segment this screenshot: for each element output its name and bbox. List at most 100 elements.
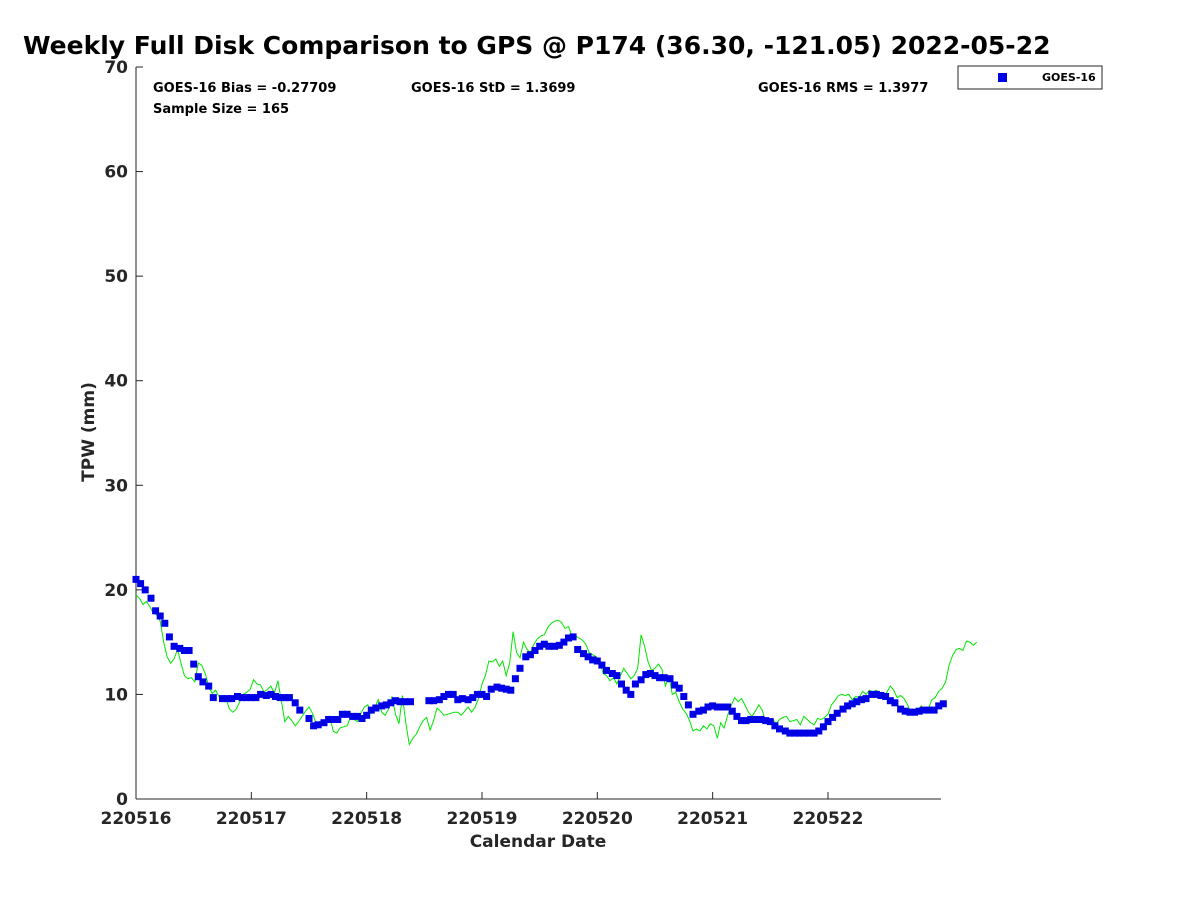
- goes16-point: [839, 705, 847, 713]
- goes16-point: [915, 707, 923, 715]
- goes16-point: [738, 717, 745, 725]
- goes16-point: [580, 650, 587, 658]
- goes16-point: [939, 700, 947, 708]
- x-tick-label: 220516: [101, 809, 172, 829]
- goes16-point: [642, 671, 650, 679]
- goes16-point: [671, 681, 679, 689]
- goes16-point: [742, 717, 750, 725]
- goes16-point: [791, 729, 798, 737]
- goes16-point: [305, 715, 313, 722]
- goes16-point: [565, 634, 572, 642]
- std-stat: GOES-16 StD = 1.3699: [411, 81, 575, 96]
- goes16-point: [886, 697, 894, 705]
- goes16-point: [161, 619, 169, 627]
- goes16-point: [262, 692, 270, 699]
- goes16-point: [276, 694, 284, 702]
- goes16-point: [243, 694, 251, 702]
- goes16-point: [464, 696, 472, 704]
- goes16-point: [771, 722, 779, 730]
- legend-marker-goes16: [998, 73, 1007, 82]
- goes16-point: [646, 670, 654, 677]
- y-tick-label: 10: [104, 685, 128, 705]
- goes16-point: [458, 695, 466, 703]
- goes16-point: [325, 716, 333, 723]
- goes16-point: [334, 716, 342, 723]
- goes16-point: [363, 711, 371, 719]
- goes16-point: [757, 716, 765, 723]
- goes16-point: [560, 638, 568, 646]
- x-tick-label: 220521: [677, 809, 748, 829]
- goes16-point: [545, 642, 553, 650]
- goes16-point: [593, 657, 601, 665]
- goes16-point: [247, 694, 255, 702]
- goes16-point: [684, 701, 692, 709]
- goes16-point: [804, 729, 812, 737]
- goes16-point: [219, 695, 226, 703]
- goes16-point: [704, 703, 712, 711]
- goes16-point: [507, 686, 515, 694]
- goes16-point: [498, 684, 506, 692]
- sample-size-stat: Sample Size = 165: [153, 102, 289, 117]
- goes16-point: [584, 653, 592, 661]
- goes16-point: [378, 702, 386, 710]
- goes16-point: [618, 680, 625, 688]
- goes16-point: [281, 694, 289, 702]
- goes16-point: [551, 642, 559, 650]
- x-axis-ticks: 220516 220517 220518 220519 220520 220521 2205…: [101, 792, 863, 829]
- goes16-point: [349, 712, 357, 720]
- goes16-point: [238, 694, 246, 702]
- goes16-point: [926, 706, 933, 714]
- goes16-point: [603, 666, 610, 674]
- goes16-point: [435, 696, 443, 704]
- y-tick-label: 20: [104, 581, 128, 601]
- goes16-point: [430, 697, 438, 705]
- goes16-point: [502, 685, 510, 693]
- legend: GOES-16: [957, 65, 1103, 90]
- goes16-point: [425, 697, 433, 705]
- goes16-point: [396, 698, 404, 706]
- goes16-point: [296, 706, 304, 714]
- x-axis-label: Calendar Date: [470, 832, 607, 852]
- goes16-point: [147, 594, 155, 602]
- goes16-point: [314, 721, 322, 729]
- goes16-point: [469, 694, 477, 702]
- goes16-point: [152, 607, 160, 615]
- legend-box: [957, 65, 1103, 90]
- goes16-point: [810, 729, 818, 737]
- goes16-point: [343, 710, 351, 718]
- goes16-point: [733, 712, 741, 720]
- goes16-point: [848, 700, 856, 708]
- goes16-point: [800, 729, 808, 737]
- goes16-point: [338, 710, 346, 718]
- goes16-point: [891, 699, 899, 707]
- goes16-point: [608, 670, 616, 677]
- y-tick-label: 40: [104, 372, 128, 392]
- goes16-point: [526, 651, 534, 659]
- goes16-point: [540, 640, 548, 648]
- x-tick-label: 220520: [562, 809, 633, 829]
- goes16-point: [695, 707, 703, 715]
- goes16-point: [651, 672, 659, 680]
- goes16-point: [680, 693, 688, 700]
- goes16-point: [367, 706, 375, 714]
- goes16-point: [165, 633, 173, 641]
- goes16-point: [795, 729, 803, 737]
- y-tick-label: 70: [104, 58, 128, 78]
- goes16-point: [358, 715, 366, 722]
- goes16-point: [516, 664, 524, 672]
- goes16-point: [209, 694, 217, 702]
- goes16-point: [170, 642, 178, 650]
- goes16-point: [137, 580, 145, 588]
- goes16-point: [901, 707, 909, 715]
- goes16-point: [935, 702, 943, 710]
- legend-label-goes16: GOES-16: [1042, 71, 1096, 84]
- goes16-point: [329, 716, 337, 723]
- goes16-point: [569, 633, 577, 641]
- gps-series-line: [135, 594, 978, 747]
- goes16-point: [493, 683, 501, 691]
- goes16-point: [868, 690, 876, 698]
- goes16-point: [141, 586, 149, 594]
- goes16-point: [440, 693, 448, 700]
- bias-stat: GOES-16 Bias = -0.27709: [153, 81, 336, 96]
